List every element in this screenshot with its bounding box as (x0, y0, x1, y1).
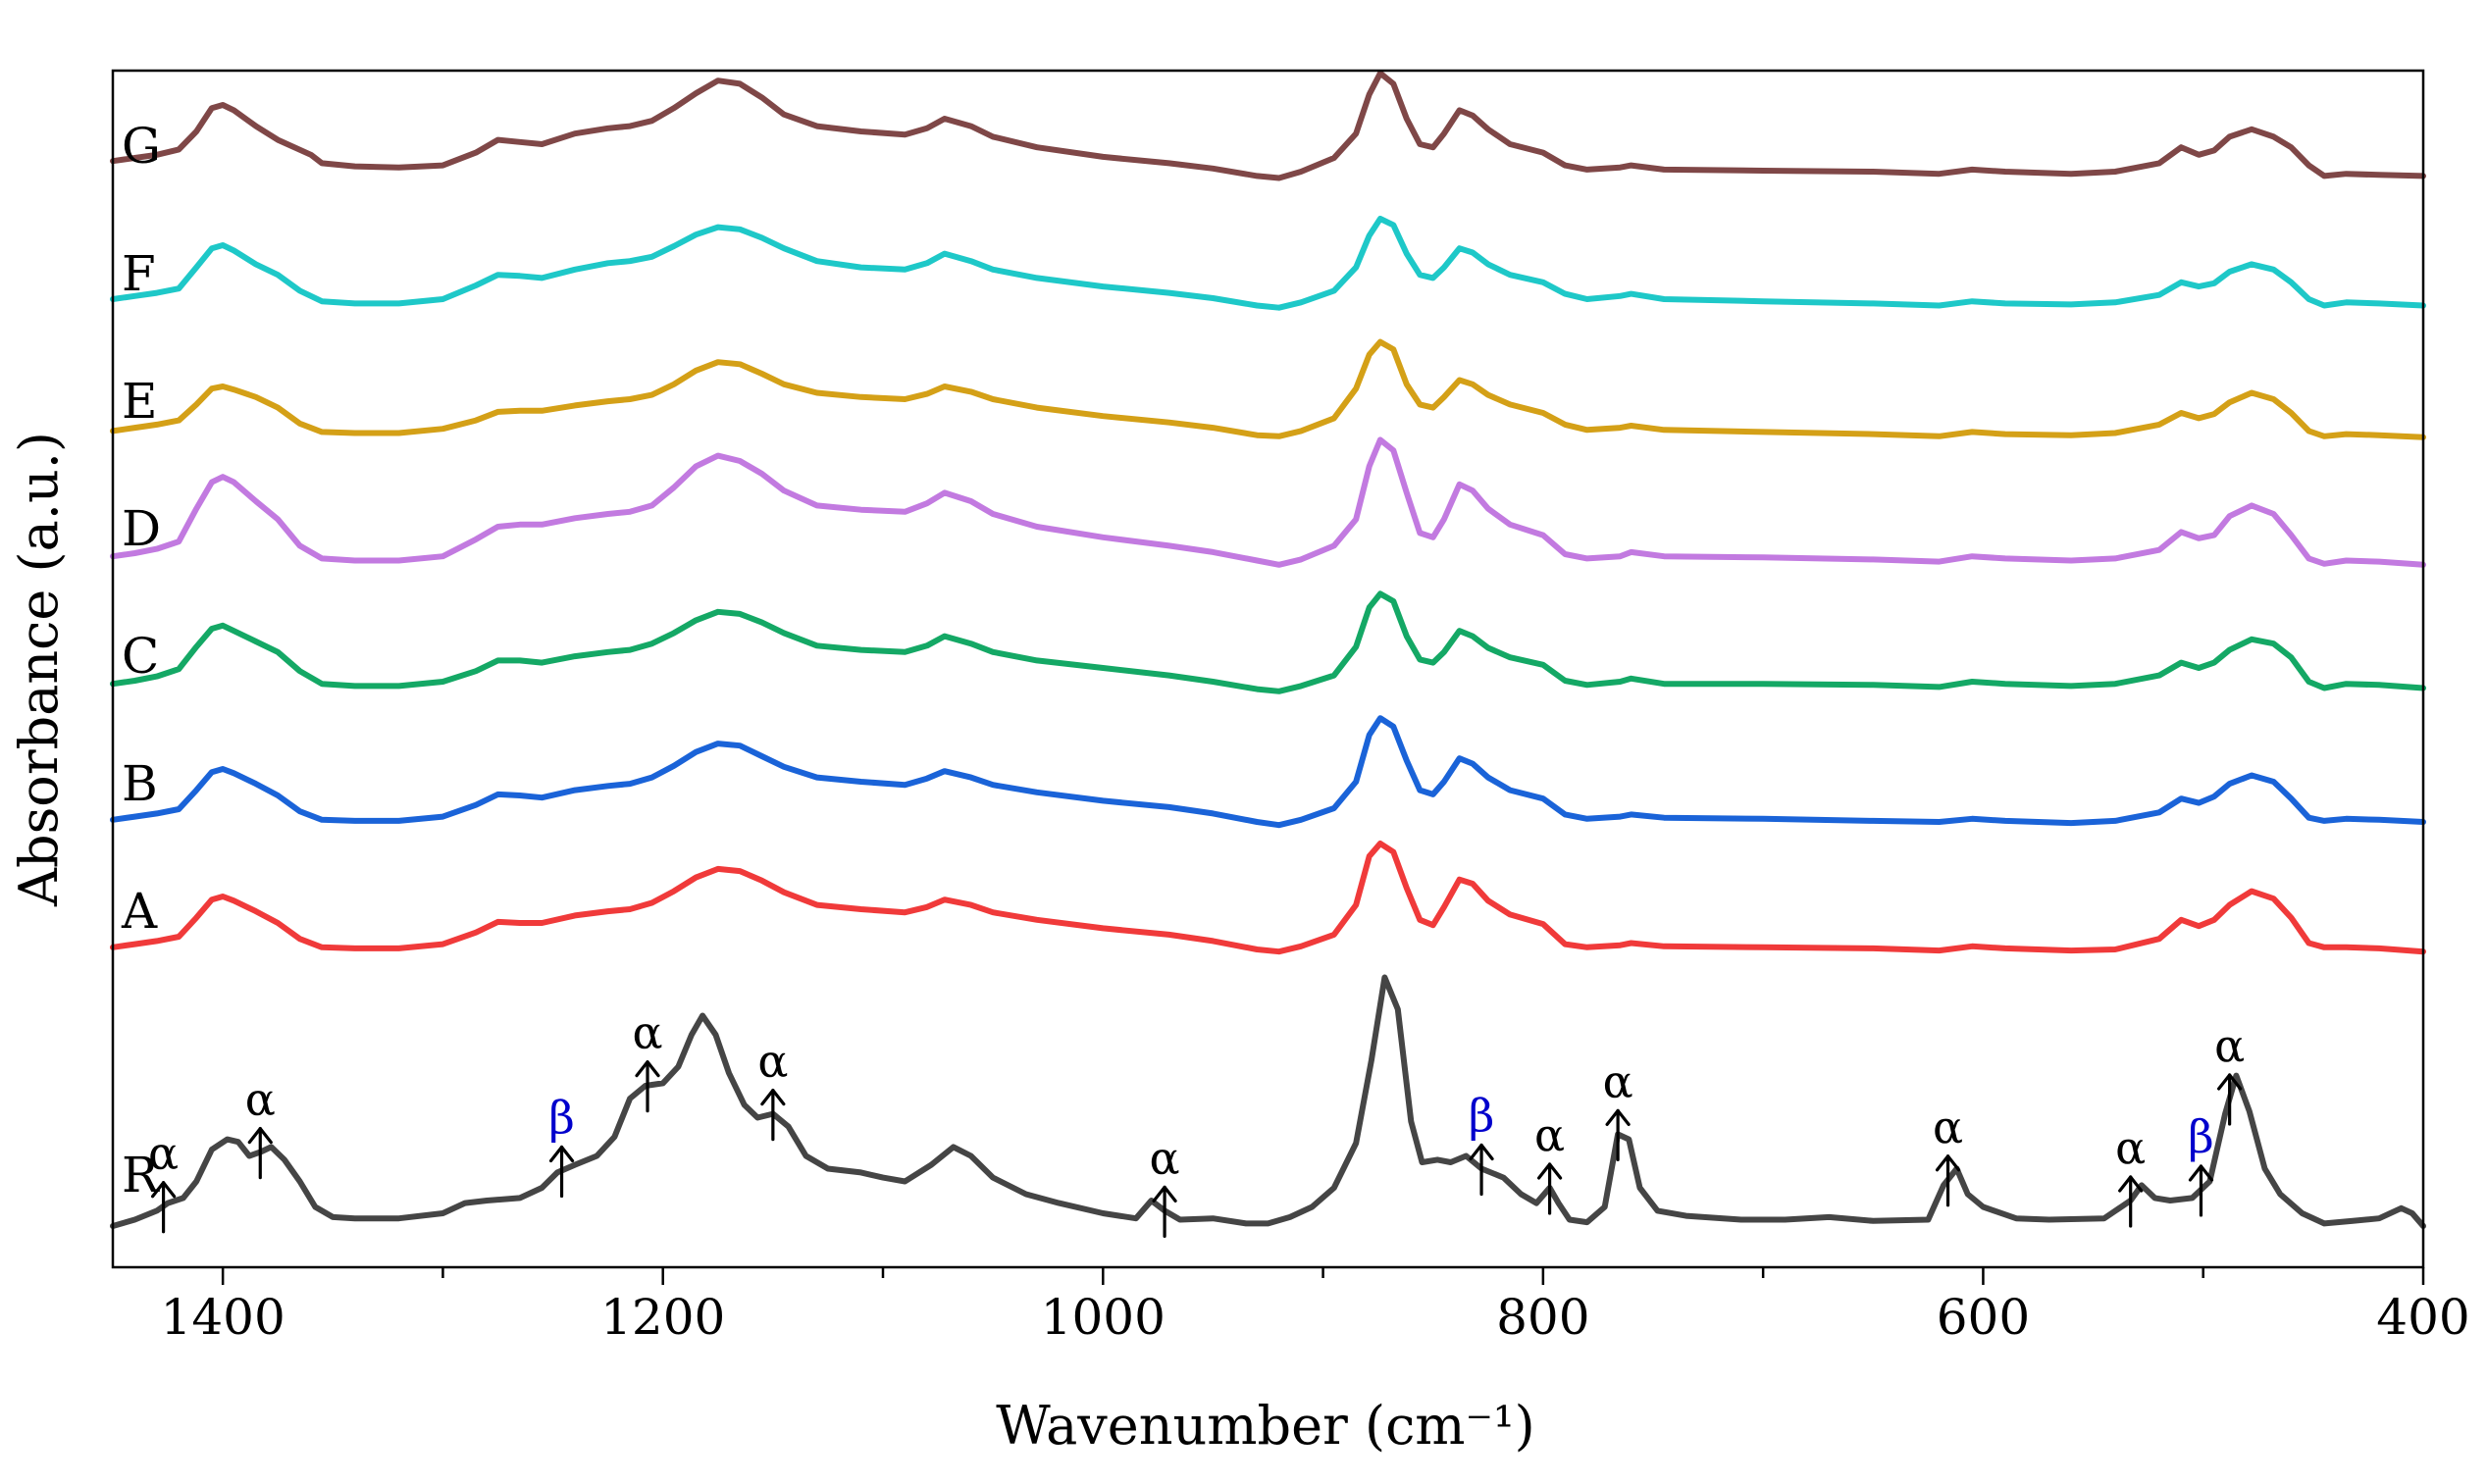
series-line-C (110, 590, 2426, 694)
x-tick-label: 1200 (600, 1289, 725, 1346)
annotation-arrowhead (548, 1145, 575, 1163)
series-line-R (110, 974, 2426, 1229)
beta-label: β (2188, 1110, 2214, 1163)
x-tick-label: 1000 (1041, 1289, 1166, 1346)
peak-annotation: α (1534, 1108, 1565, 1215)
x-tick-label: 400 (2376, 1289, 2469, 1346)
annotation-arrowhead (2188, 1164, 2214, 1182)
annotation-arrowhead (2118, 1175, 2144, 1193)
series-label-C: C (122, 628, 159, 685)
series-label-E: E (122, 373, 158, 430)
x-axis-label: Wavenumber (cm⁻¹) (996, 1395, 1534, 1457)
series-label-F: F (122, 245, 156, 302)
alpha-label: α (1603, 1054, 1633, 1107)
series-line-F (110, 216, 2426, 311)
peak-annotation: β (548, 1091, 575, 1199)
peak-annotation: α (1603, 1054, 1633, 1161)
peak-annotation: α (148, 1127, 179, 1234)
y-axis-label: Absorbance (a.u.) (8, 432, 70, 907)
annotation-arrowhead (247, 1127, 273, 1145)
peak-annotation: α (632, 1006, 663, 1113)
annotation-arrowhead (1536, 1162, 1563, 1180)
alpha-label: α (757, 1035, 788, 1088)
x-tick-label: 1400 (161, 1289, 285, 1346)
beta-label: β (1469, 1090, 1495, 1143)
series-label-R: R (122, 1147, 160, 1203)
x-ticks: 1400 1200 1000 800 600 400 (161, 1267, 2470, 1346)
plot-frame (111, 69, 2425, 1269)
alpha-label: α (1150, 1131, 1180, 1184)
alpha-label: α (245, 1073, 276, 1126)
series-label-A: A (121, 883, 158, 940)
peak-annotation: α (2214, 1019, 2245, 1126)
annotation-arrowhead (2217, 1073, 2243, 1091)
peak-annotation: β (1469, 1090, 1495, 1197)
annotation-arrowhead (760, 1089, 786, 1106)
x-tick-label: 800 (1496, 1289, 1589, 1346)
annotation-arrowhead (1469, 1143, 1494, 1161)
axes (111, 69, 2425, 1269)
series-line-B (110, 715, 2426, 829)
annotation-arrowhead (635, 1060, 660, 1078)
peak-annotation: α (245, 1073, 276, 1180)
peak-annotation: β (2188, 1110, 2214, 1217)
series-line-E (110, 338, 2426, 440)
series-label-D: D (122, 500, 161, 557)
peak-annotation: α (757, 1035, 788, 1142)
alpha-label: α (1534, 1108, 1565, 1161)
annotation-arrowhead (1935, 1154, 1961, 1172)
annotation-arrowhead (1152, 1185, 1177, 1203)
peak-annotation: α (1933, 1100, 1963, 1207)
series-line-G (110, 70, 2426, 181)
series-labels: G F E D C B A R (121, 118, 161, 1203)
series-line-A (110, 841, 2426, 955)
series-label-G: G (122, 118, 161, 175)
alpha-label: α (148, 1127, 179, 1180)
alpha-label: α (632, 1006, 662, 1059)
annotation-arrowhead (1605, 1108, 1631, 1126)
peak-annotation: α (1150, 1131, 1180, 1238)
series-line-D (110, 436, 2426, 568)
annotation-arrowhead (150, 1181, 177, 1199)
beta-label: β (548, 1091, 575, 1144)
alpha-label: α (2115, 1121, 2146, 1174)
x-tick-label: 600 (1937, 1289, 2030, 1346)
alpha-label: α (2214, 1019, 2245, 1072)
series-label-B: B (122, 755, 158, 812)
series-layer (110, 70, 2426, 1229)
peak-annotation: α (2115, 1121, 2146, 1228)
alpha-label: α (1933, 1100, 1963, 1153)
